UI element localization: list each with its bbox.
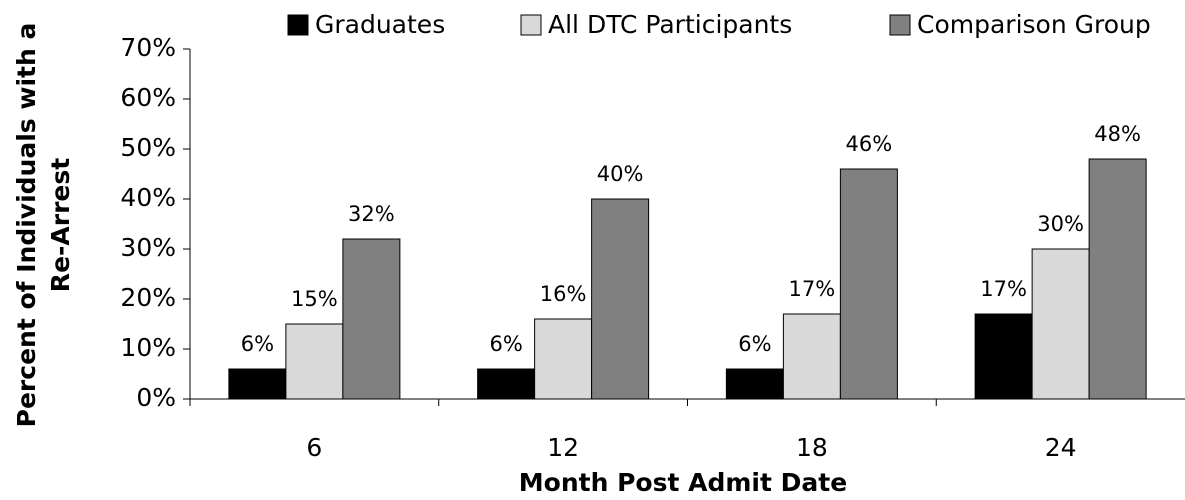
bar xyxy=(591,198,650,400)
x-axis-title: Month Post Admit Date xyxy=(519,468,847,497)
y-tick-label: 10% xyxy=(120,333,176,362)
data-label: 6% xyxy=(241,332,274,356)
bar xyxy=(342,238,401,400)
y-axis-title-group: Percent of Individuals with a Re-Arrest xyxy=(12,23,75,428)
bar xyxy=(725,368,784,400)
y-axis-title: Percent of Individuals with a xyxy=(12,23,41,428)
bar xyxy=(839,168,898,400)
data-label: 15% xyxy=(291,287,338,311)
x-tick-label: 24 xyxy=(1045,433,1077,462)
y-tick-label: 70% xyxy=(120,33,176,62)
bar xyxy=(228,368,287,400)
bar xyxy=(1088,158,1147,400)
legend-swatch xyxy=(287,14,309,36)
x-tick-label: 18 xyxy=(796,433,828,462)
bar xyxy=(974,313,1033,400)
x-tick-label: 6 xyxy=(306,433,322,462)
data-label: 17% xyxy=(789,277,836,301)
bar xyxy=(477,368,536,400)
bar xyxy=(1031,248,1090,400)
y-tick-label: 0% xyxy=(136,383,176,412)
y-tick-label: 30% xyxy=(120,233,176,262)
y-tick-label: 60% xyxy=(120,83,176,112)
data-label: 46% xyxy=(846,132,893,156)
data-label: 32% xyxy=(348,202,395,226)
legend-swatch xyxy=(889,14,911,36)
legend-label: Graduates xyxy=(315,10,445,39)
x-tick-label: 12 xyxy=(547,433,579,462)
legend-label: All DTC Participants xyxy=(548,10,792,39)
data-label: 16% xyxy=(540,282,587,306)
data-label: 30% xyxy=(1037,212,1084,236)
data-label: 48% xyxy=(1094,122,1141,146)
y-tick-label: 50% xyxy=(120,133,176,162)
y-axis-title: Re-Arrest xyxy=(46,158,75,292)
y-tick-label: 40% xyxy=(120,183,176,212)
data-label: 40% xyxy=(597,162,644,186)
bar xyxy=(285,323,344,400)
bar xyxy=(782,313,841,400)
data-label: 6% xyxy=(738,332,771,356)
bar xyxy=(534,318,593,400)
data-label: 17% xyxy=(980,277,1027,301)
y-tick-label: 20% xyxy=(120,283,176,312)
data-label: 6% xyxy=(489,332,522,356)
legend-swatch xyxy=(520,14,542,36)
legend-label: Comparison Group xyxy=(917,10,1151,39)
